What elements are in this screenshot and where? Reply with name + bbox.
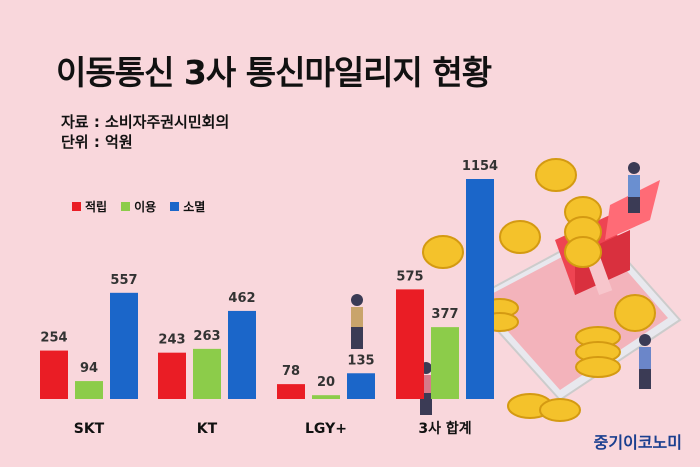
bar-use-3 bbox=[431, 327, 459, 399]
data-label-use-2: 20 bbox=[317, 375, 335, 390]
bar-use-1 bbox=[193, 348, 221, 399]
unit-label: 단위 : 억원 bbox=[61, 133, 133, 151]
source-label: 자료 : 소비자주권시민회의 bbox=[61, 113, 230, 131]
bar-expire-3 bbox=[466, 179, 494, 399]
category-label-3: 3사 합계 bbox=[418, 420, 471, 437]
bar-earn-2 bbox=[277, 384, 305, 399]
bar-expire-1 bbox=[228, 310, 256, 399]
category-label-1: KT bbox=[197, 421, 218, 437]
brand-logo-text: 중기이코노미 bbox=[593, 433, 682, 452]
bar-earn-3 bbox=[396, 289, 424, 399]
data-label-expire-2: 135 bbox=[347, 353, 374, 368]
data-label-expire-1: 462 bbox=[228, 291, 255, 306]
data-label-earn-1: 243 bbox=[158, 333, 185, 348]
bar-use-2 bbox=[312, 395, 340, 399]
category-label-0: SKT bbox=[74, 421, 105, 437]
legend-swatch-earn bbox=[72, 202, 81, 211]
chart-legend: 적립 이용 소멸 bbox=[72, 198, 205, 215]
data-label-use-0: 94 bbox=[80, 361, 98, 376]
legend-label-use: 이용 bbox=[134, 200, 157, 214]
bar-use-0 bbox=[75, 381, 103, 399]
bar-expire-2 bbox=[347, 373, 375, 399]
data-label-earn-0: 254 bbox=[40, 331, 67, 346]
category-label-2: LGY+ bbox=[305, 421, 347, 437]
data-label-expire-0: 557 bbox=[110, 273, 137, 288]
legend-item-expire: 소멸 bbox=[170, 198, 205, 215]
legend-swatch-expire bbox=[170, 202, 180, 211]
data-label-expire-3: 1154 bbox=[462, 159, 498, 174]
data-label-use-1: 263 bbox=[193, 329, 220, 344]
data-label-earn-2: 78 bbox=[282, 364, 300, 379]
legend-item-earn: 적립 bbox=[72, 198, 107, 215]
data-label-earn-3: 575 bbox=[396, 269, 423, 284]
legend-swatch-use bbox=[121, 202, 131, 211]
chart-title: 이동통신 3사 통신마일리지 현황 bbox=[56, 53, 492, 92]
bar-expire-0 bbox=[110, 292, 138, 399]
legend-label-earn: 적립 bbox=[85, 200, 108, 214]
bar-earn-1 bbox=[158, 352, 186, 399]
legend-label-expire: 소멸 bbox=[183, 200, 206, 214]
phone-shape bbox=[468, 228, 682, 402]
legend-item-use: 이용 bbox=[121, 198, 156, 215]
bar-earn-0 bbox=[40, 350, 68, 399]
data-label-use-3: 377 bbox=[431, 307, 458, 322]
